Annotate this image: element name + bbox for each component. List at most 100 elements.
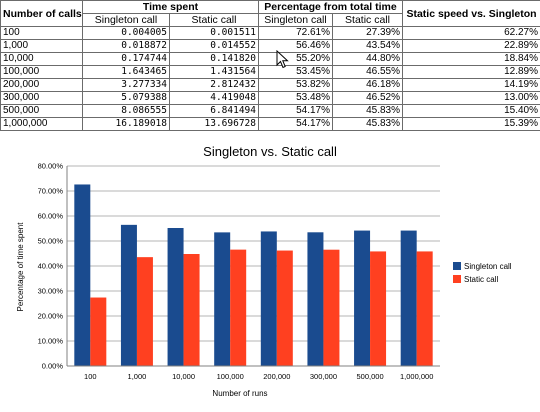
static-pct-cell: 27.39% xyxy=(331,26,404,40)
header-number-of-calls: Number of calls xyxy=(0,0,83,27)
static-pct-cell: 46.18% xyxy=(331,78,404,92)
bar-singleton xyxy=(400,230,417,366)
legend-swatch-static xyxy=(453,275,461,283)
bars xyxy=(74,184,433,366)
static-time-cell: 0.014552 xyxy=(169,39,259,53)
y-tick-label: 10.00% xyxy=(38,337,64,346)
header-time-spent: Time spent xyxy=(82,0,259,14)
subheader-row: Singleton call Static call Singleton cal… xyxy=(1,13,540,27)
singleton-time-cell: 0.174744 xyxy=(82,52,170,66)
bar-singleton xyxy=(120,224,137,366)
static-time-cell: 4.419048 xyxy=(169,91,259,105)
bar-static xyxy=(230,249,247,366)
table-row: 100,000 1.643465 1.431564 53.45% 46.55% 12.89… xyxy=(0,65,540,79)
table-row: 500,000 8.086555 6.841494 54.17% 45.83% 15.40… xyxy=(0,104,540,118)
y-tick-label: 70.00% xyxy=(38,187,64,196)
x-tick-label: 300,000 xyxy=(310,372,337,381)
static-time-cell: 13.696728 xyxy=(169,117,259,131)
singleton-time-cell: 5.079388 xyxy=(82,91,170,105)
table-row: 1,000 0.018872 0.014552 56.46% 43.54% 22.89% xyxy=(0,39,540,53)
bar-singleton xyxy=(354,230,371,366)
bar-static xyxy=(416,251,433,366)
x-tick-label: 200,000 xyxy=(263,372,290,381)
bar-static xyxy=(323,249,340,366)
table-row: 1,000,000 16.189018 13.696728 54.17% 45.83% 1… xyxy=(0,117,540,131)
bar-chart: Singleton vs. Static call 0.00% 10.00% 20.… xyxy=(16,144,512,398)
speed-cell: 18.84% xyxy=(402,52,540,66)
calls-cell: 500,000 xyxy=(0,104,83,118)
speed-cell: 14.19% xyxy=(402,78,540,92)
calls-cell: 10,000 xyxy=(0,52,83,66)
speed-cell: 15.40% xyxy=(402,104,540,118)
singleton-time-cell: 16.189018 xyxy=(82,117,170,131)
static-pct-cell: 44.80% xyxy=(331,52,404,66)
legend-label-static: Static call xyxy=(464,275,498,284)
y-tick-label: 40.00% xyxy=(38,262,64,271)
static-time-cell: 1.431564 xyxy=(169,65,259,79)
y-tick-label: 50.00% xyxy=(38,237,64,246)
y-tick-label: 30.00% xyxy=(38,287,64,296)
bar-static xyxy=(183,254,200,366)
bar-singleton xyxy=(167,228,184,366)
bar-static xyxy=(276,250,293,366)
x-tick-label: 1,000 xyxy=(128,372,147,381)
speed-cell: 62.27% xyxy=(402,26,540,40)
table-body: 100 0.004005 0.001511 72.61% 27.39% 62.27% 1,0… xyxy=(0,26,540,131)
static-time-cell: 0.001511 xyxy=(169,26,259,40)
static-pct-cell: 45.83% xyxy=(331,117,404,131)
static-pct-cell: 46.55% xyxy=(331,65,404,79)
static-pct-cell: 46.52% xyxy=(331,91,404,105)
subheader-static-pct: Static call xyxy=(331,13,404,27)
subheader-static-time: Static call xyxy=(169,13,259,27)
table-row: 200,000 3.277334 2.812432 53.82% 46.18% 14.19… xyxy=(0,78,540,92)
header-percentage: Percentage from total time xyxy=(257,0,404,14)
static-time-cell: 2.812432 xyxy=(169,78,259,92)
mouse-cursor-icon xyxy=(276,50,289,69)
subheader-singleton-pct: Singleton call xyxy=(258,13,333,27)
x-tick-label: 100,000 xyxy=(217,372,244,381)
results-table: Number of calls Time spent Percentage fr… xyxy=(0,0,540,131)
x-tick-label: 1,000,000 xyxy=(400,372,433,381)
calls-cell: 1,000,000 xyxy=(0,117,83,131)
singleton-pct-cell: 54.17% xyxy=(258,104,333,118)
y-tick-label: 80.00% xyxy=(38,162,64,171)
singleton-pct-cell: 72.61% xyxy=(258,26,333,40)
table-row: 300,000 5.079388 4.419048 53.48% 46.52% 13.00… xyxy=(0,91,540,105)
static-pct-cell: 45.83% xyxy=(331,104,404,118)
singleton-time-cell: 3.277334 xyxy=(82,78,170,92)
x-axis-label: Number of runs xyxy=(212,389,267,398)
singleton-pct-cell: 53.82% xyxy=(258,78,333,92)
y-tick-labels: 0.00% 10.00% 20.00% 30.00% 40.00% 50.00% 60.00… xyxy=(38,162,64,371)
legend-label-singleton: Singleton call xyxy=(464,262,512,271)
static-time-cell: 0.141820 xyxy=(169,52,259,66)
y-tick-label: 0.00% xyxy=(42,362,64,371)
bar-singleton xyxy=(214,232,231,366)
x-tick-labels: 100 1,000 10,000 100,000 200,000 300,000 500,0… xyxy=(84,372,433,381)
y-tick-label: 60.00% xyxy=(38,212,64,221)
speed-cell: 22.89% xyxy=(402,39,540,53)
calls-cell: 1,000 xyxy=(0,39,83,53)
table-row: 100 0.004005 0.001511 72.61% 27.39% 62.27% xyxy=(0,26,540,40)
speed-cell: 12.89% xyxy=(402,65,540,79)
bar-singleton xyxy=(307,232,324,366)
header-static-speed: Static speed vs. Singleton xyxy=(402,0,540,27)
static-time-cell: 6.841494 xyxy=(169,104,259,118)
calls-cell: 100 xyxy=(0,26,83,40)
legend-swatch-singleton xyxy=(453,262,461,270)
calls-cell: 200,000 xyxy=(0,78,83,92)
singleton-pct-cell: 53.45% xyxy=(258,65,333,79)
speed-cell: 15.39% xyxy=(402,117,540,131)
chart-title: Singleton vs. Static call xyxy=(203,144,337,159)
table-row: 10,000 0.174744 0.141820 55.20% 44.80% 18.84% xyxy=(0,52,540,66)
bar-static xyxy=(90,297,107,366)
bar-static xyxy=(136,257,153,366)
singleton-pct-cell: 54.17% xyxy=(258,117,333,131)
calls-cell: 300,000 xyxy=(0,91,83,105)
singleton-time-cell: 0.004005 xyxy=(82,26,170,40)
x-tick-label: 100 xyxy=(84,372,97,381)
singleton-pct-cell: 53.48% xyxy=(258,91,333,105)
bar-static xyxy=(370,251,387,366)
x-tick-label: 10,000 xyxy=(172,372,195,381)
bar-singleton xyxy=(260,231,277,366)
y-tick-label: 20.00% xyxy=(38,312,64,321)
